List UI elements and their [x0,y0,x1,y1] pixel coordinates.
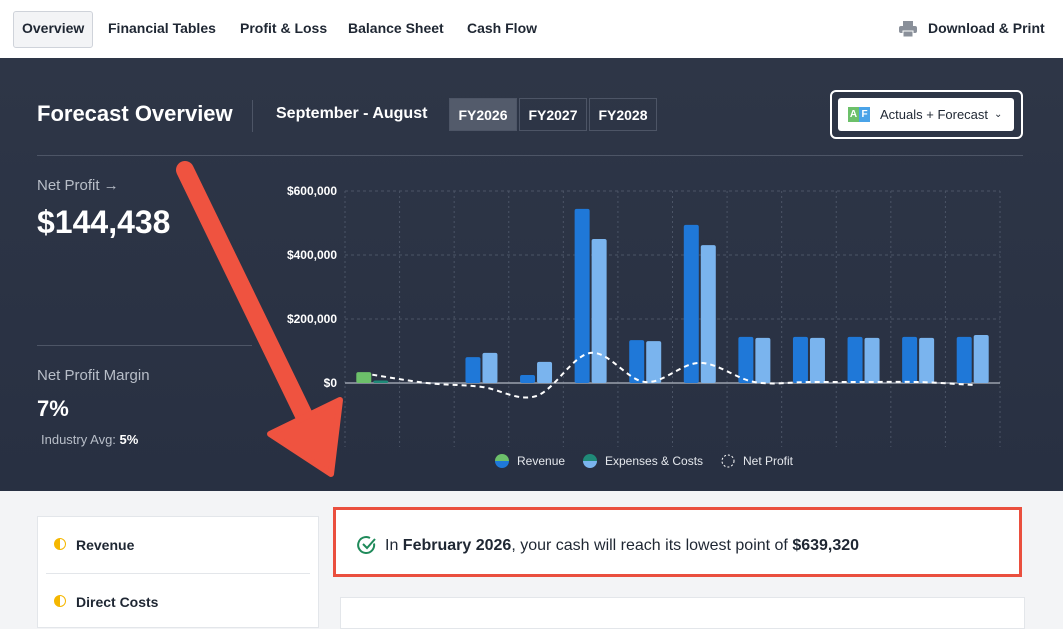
bar [700,245,716,383]
chevron: ⌄ [994,109,1003,120]
callout-box [333,507,1022,577]
divider [46,573,310,574]
callout-part: $639,320 [792,537,860,554]
bar [809,337,825,383]
view-select-frame [830,90,1023,139]
bar [574,208,590,383]
bar [646,341,662,383]
item-icon [54,538,66,550]
year-button[interactable]: FY2028 [589,98,657,131]
legend-icon [583,461,597,468]
tab[interactable]: Financial Tables [108,20,216,36]
bar [683,224,699,383]
bar [482,352,498,383]
divider [37,155,1023,156]
callout-part: February 2026 [402,537,512,554]
check-icon [357,536,376,554]
download-print[interactable]: Download & Print [928,20,1045,36]
bar [629,340,645,383]
tab[interactable]: Profit & Loss [240,20,328,36]
chart: $0 $200,000 $400,000 $600,000 Revenue Expense… [287,184,1001,468]
legend-icon [495,454,509,461]
badge-letter: F [859,107,870,122]
kpi-value: $144,438 [37,204,171,240]
callout-text: In February 2026, your cash will reach i… [385,537,859,555]
sidebar-item[interactable]: Direct Costs [76,594,159,610]
sidebar: Revenue Direct Costs [37,516,319,628]
kpi-label: Net Profit → [37,177,119,194]
divider [37,345,252,346]
badge-letter: A [848,107,859,122]
bar [919,337,935,383]
bar [537,361,553,383]
printer-icon [899,21,917,37]
bar [755,337,771,383]
benchmark-value: 5% [119,432,139,447]
bar [373,380,389,383]
bar [956,336,972,383]
y-tick-label: $600,000 [287,184,337,198]
card [340,597,1025,629]
y-tick-label: $200,000 [287,312,337,326]
top-nav: Overview Financial Tables Profit & Loss … [0,0,1063,58]
bar [465,357,481,383]
bar [847,336,863,383]
legend-label: Net Profit [743,454,794,468]
bar [520,375,536,383]
separator [252,100,253,132]
benchmark-label: Industry Avg: [41,432,116,447]
legend-icon [495,461,509,468]
y-tick-label: $400,000 [287,248,337,262]
item-icon [54,595,66,607]
period: September - August [276,105,428,122]
year-button[interactable]: FY2027 [519,98,587,131]
net-profit-line [372,351,973,399]
bar [902,336,918,383]
y-tick-label: $0 [324,376,338,390]
kpi-label: Net Profit Margin [37,367,150,384]
legend-icon [721,454,735,468]
benchmark: Industry Avg: 5% [41,432,138,447]
tab[interactable]: Balance Sheet [348,20,444,36]
panel-title: Forecast Overview [37,101,233,126]
tab[interactable]: Overview [13,11,94,48]
callout-part: , your cash will reach its lowest point … [511,537,793,554]
tab[interactable]: Cash Flow [467,20,538,36]
bar [864,337,880,383]
kpi-value: 7% [37,396,69,421]
sidebar-item[interactable]: Revenue [76,537,135,553]
legend-label: Revenue [517,454,565,468]
legend-label: Expenses & Costs [605,454,703,468]
bar [591,239,607,383]
view-label: Actuals + Forecast [880,107,989,122]
bar [973,335,989,383]
year-button[interactable]: FY2026 [449,98,517,131]
bar [356,372,372,383]
legend-icon [583,454,597,461]
bar [792,336,808,383]
callout-part: In [385,537,403,554]
bar [738,336,754,383]
